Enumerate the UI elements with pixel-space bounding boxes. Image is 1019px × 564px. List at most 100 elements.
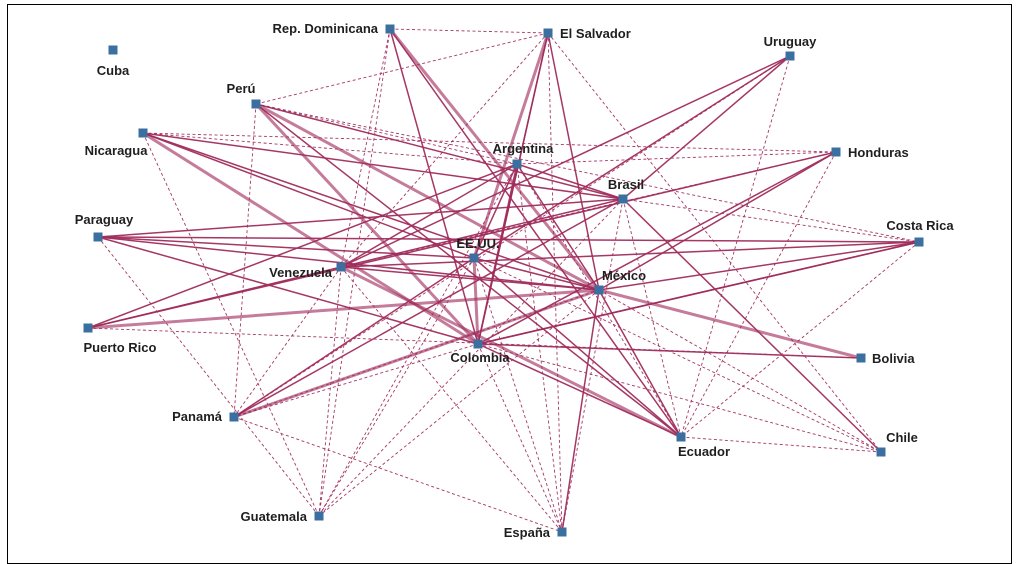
edge-puerto-rico-argentina — [87, 163, 518, 329]
edge-nicaragua-argentina — [142, 132, 518, 165]
edge-el-salvador-espana — [547, 32, 563, 533]
edge-colombia-espana — [477, 343, 563, 533]
node-venezuela: Venezuela — [269, 262, 346, 280]
edge-puerto-rico-honduras — [87, 151, 837, 329]
edge-panama-espana — [233, 416, 563, 533]
node-label-argentina: Argentina — [493, 141, 554, 156]
edge-peru-argentina — [255, 103, 518, 165]
node-label-panama: Panamá — [172, 409, 223, 424]
edge-peru-costa-rica — [255, 103, 920, 243]
edge-mexico-ecuador — [598, 289, 682, 438]
node-label-costa-rica: Costa Rica — [886, 218, 954, 233]
edge-rep-dominicana-el-salvador — [389, 28, 549, 34]
edge-colombia-panama — [233, 343, 479, 418]
node-marker-ecuador — [676, 432, 686, 442]
edge-mexico-honduras — [598, 151, 837, 291]
edge-peru-brasil — [255, 103, 624, 200]
edge-costa-rica-ecuador — [680, 241, 920, 438]
node-label-guatemala: Guatemala — [241, 509, 308, 524]
node-label-honduras: Honduras — [848, 145, 909, 160]
node-rep-dominicana: Rep. Dominicana — [273, 21, 395, 36]
node-label-espana: España — [504, 525, 551, 540]
node-chile: Chile — [876, 430, 918, 457]
edge-colombia-chile — [477, 343, 882, 453]
edge-paraguay-colombia — [97, 236, 479, 345]
node-marker-panama — [229, 412, 239, 422]
edge-brasil-ecuador — [622, 198, 682, 438]
edge-peru-mexico — [255, 102, 600, 292]
node-marker-nicaragua — [138, 128, 148, 138]
node-peru: Perú — [227, 81, 261, 109]
edge-peru-panama — [233, 103, 257, 418]
edge-peru-colombia — [254, 102, 480, 346]
node-label-eeuu: EE.UU. — [456, 236, 499, 251]
node-label-uruguay: Uruguay — [764, 34, 818, 49]
node-marker-chile — [876, 447, 886, 457]
edge-venezuela-mexico — [340, 266, 600, 291]
node-label-el-salvador: El Salvador — [560, 26, 631, 41]
node-el-salvador: El Salvador — [543, 26, 631, 41]
edge-nicaragua-brasil — [142, 132, 624, 200]
edge-el-salvador-colombia — [477, 32, 549, 345]
edge-uruguay-ecuador — [680, 55, 791, 438]
node-puerto-rico: Puerto Rico — [83, 323, 157, 355]
edge-brasil-costa-rica — [622, 198, 920, 243]
edge-el-salvador-chile — [547, 32, 882, 453]
edge-brasil-chile — [622, 198, 882, 453]
node-marker-guatemala — [314, 511, 324, 521]
edge-rep-dominicana-venezuela — [340, 28, 391, 268]
node-label-mexico: México — [602, 268, 646, 283]
node-label-brasil: Brasil — [608, 177, 644, 192]
node-marker-cuba — [108, 45, 118, 55]
edge-rep-dominicana-colombia — [389, 28, 479, 345]
node-label-nicaragua: Nicaragua — [85, 143, 149, 158]
edge-venezuela-espana — [340, 266, 563, 533]
edge-venezuela-uruguay — [340, 55, 791, 268]
edge-eeuu-uruguay — [473, 55, 791, 259]
node-argentina: Argentina — [493, 141, 554, 169]
edge-mexico-bolivia — [598, 288, 862, 360]
edge-nicaragua-mexico — [142, 132, 600, 291]
edge-panama-eeuu — [233, 257, 475, 418]
edge-paraguay-eeuu — [97, 236, 475, 259]
node-marker-brasil — [618, 194, 628, 204]
node-label-paraguay: Paraguay — [75, 212, 134, 227]
node-eeuu: EE.UU. — [456, 236, 500, 263]
edge-nicaragua-guatemala — [142, 132, 320, 517]
edge-honduras-ecuador — [680, 151, 837, 438]
node-marker-puerto-rico — [83, 323, 93, 333]
edge-rep-dominicana-ecuador — [389, 28, 682, 438]
network-diagram: Cuba Rep. Dominicana El Salvador Uruguay Per… — [75, 21, 955, 540]
node-ecuador: Ecuador — [676, 432, 730, 459]
edge-venezuela-ecuador — [340, 265, 682, 439]
edge-rep-dominicana-mexico — [388, 28, 601, 291]
edge-nicaragua-honduras — [142, 132, 837, 153]
edge-argentina-honduras — [516, 151, 837, 165]
edge-puerto-rico-mexico — [87, 288, 600, 330]
edge-argentina-guatemala — [318, 163, 518, 517]
edge-colombia-bolivia — [477, 343, 862, 359]
node-uruguay: Uruguay — [764, 34, 818, 61]
edge-panama-mexico — [233, 288, 600, 419]
edge-ecuador-chile — [680, 436, 882, 453]
edge-brasil-uruguay — [622, 55, 791, 200]
edge-mexico-espana — [561, 289, 600, 533]
node-marker-argentina — [512, 159, 522, 169]
edge-el-salvador-mexico — [547, 32, 600, 291]
edge-mexico-argentina — [516, 163, 600, 291]
edge-venezuela-argentina — [340, 163, 518, 268]
edge-mexico-costa-rica — [598, 241, 920, 291]
node-paraguay: Paraguay — [75, 212, 134, 242]
node-marker-el-salvador — [543, 28, 553, 38]
edge-eeuu-chile — [473, 257, 882, 453]
edge-costa-rica-colombia — [477, 241, 920, 345]
edge-mexico-guatemala — [318, 289, 600, 517]
node-colombia: Colombia — [450, 339, 510, 365]
node-bolivia: Bolivia — [856, 351, 915, 366]
node-costa-rica: Costa Rica — [886, 218, 954, 247]
diagram-frame — [7, 4, 1012, 564]
node-marker-mexico — [594, 285, 604, 295]
edge-eeuu-espana — [473, 257, 563, 533]
edge-brasil-guatemala — [318, 198, 624, 517]
edge-el-salvador-venezuela — [340, 32, 549, 268]
